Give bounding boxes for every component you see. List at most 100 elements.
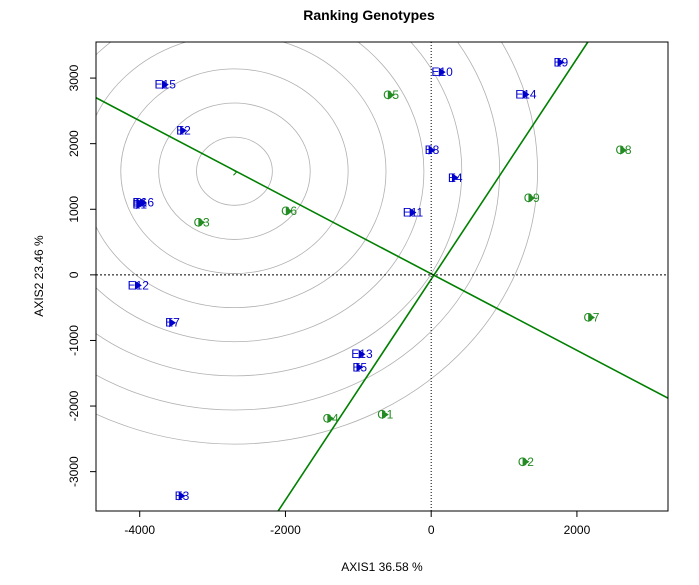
point-label: G9 [524, 191, 540, 205]
y-tick-label: 3000 [67, 64, 81, 91]
plot-frame [95, 41, 669, 512]
ideal-circle [96, 42, 463, 377]
genotype-point-g8: G8 [616, 143, 632, 157]
point-label: G1 [377, 408, 393, 422]
x-axis-label: AXIS1 36.58 % [341, 560, 423, 574]
y-axis: -3000 -2000 -1000 0 1000 2000 3000 [67, 64, 96, 487]
x-tick-label: 0 [428, 523, 435, 537]
environment-point-e15: E15 [155, 78, 177, 92]
point-label: G2 [518, 455, 534, 469]
point-label: E15 [155, 78, 177, 92]
environment-point-e11: E11 [403, 206, 424, 220]
y-tick-label: -3000 [67, 456, 81, 487]
reference-lines [96, 42, 668, 511]
ideal-circle [158, 102, 311, 240]
point-label: E11 [403, 206, 424, 220]
point-marker [198, 217, 206, 227]
environment-point-e8: E8 [425, 143, 440, 157]
data-points: E1E10E11E12E13E14E15E16E2E3E4E5E6E7E8E9G… [128, 55, 632, 503]
genotype-point-g2: G2 [518, 455, 534, 469]
point-marker [409, 207, 417, 218]
genotype-point-g6: G6 [281, 204, 297, 218]
point-label: E12 [128, 278, 150, 292]
genotype-point-g1: G1 [377, 408, 393, 422]
green-axis-line-1 [96, 97, 668, 399]
genotype-point-g5: G5 [383, 88, 399, 102]
point-marker [620, 145, 628, 155]
ideal-circle [96, 42, 387, 309]
point-marker [381, 410, 389, 420]
point-marker [356, 362, 364, 372]
ideal-circle [120, 68, 349, 274]
genotype-point-g3: G3 [194, 215, 210, 229]
point-marker [557, 57, 565, 67]
point-marker [451, 173, 459, 183]
point-marker [169, 318, 177, 328]
point-label: G3 [194, 215, 210, 229]
point-label: E4 [448, 171, 463, 185]
environment-point-e14: E14 [515, 87, 537, 101]
ideal-circle [196, 136, 273, 206]
point-marker [285, 206, 293, 216]
environment-point-e3: E3 [175, 489, 190, 503]
environment-point-e5: E5 [352, 360, 367, 374]
genotype-point-g4: G4 [323, 412, 339, 426]
point-marker [387, 90, 395, 100]
y-tick-label: -2000 [67, 390, 81, 421]
point-label: G6 [281, 204, 297, 218]
x-tick-label: 2000 [564, 523, 591, 537]
point-marker [161, 80, 169, 90]
x-tick-label: -2000 [270, 523, 301, 537]
concentric-circles [96, 42, 538, 445]
point-label: E9 [554, 55, 569, 69]
point-label: G8 [616, 143, 632, 157]
point-marker [522, 457, 530, 467]
point-label: E2 [176, 124, 191, 138]
point-label: E6 [132, 196, 147, 210]
point-label: E10 [431, 65, 453, 79]
point-label: G5 [383, 88, 399, 102]
ideal-circle [96, 42, 500, 411]
environment-point-e4: E4 [448, 171, 463, 185]
point-label: G7 [583, 310, 599, 324]
point-label: E13 [351, 347, 373, 361]
point-label: E3 [175, 489, 190, 503]
x-tick-label: -4000 [124, 523, 155, 537]
environment-point-e9: E9 [554, 55, 569, 69]
environment-point-e7: E7 [165, 316, 180, 330]
point-marker [327, 413, 335, 424]
point-marker [528, 193, 536, 203]
environment-point-e13: E13 [351, 347, 373, 361]
ideal-circle [96, 42, 538, 445]
environment-point-e10: E10 [431, 65, 453, 79]
point-marker [588, 312, 596, 323]
y-axis-label: AXIS2 23.46 % [32, 235, 46, 317]
environment-point-e12: E12 [128, 278, 150, 292]
x-axis: -4000 -2000 0 2000 [124, 511, 591, 537]
point-marker [136, 198, 144, 208]
point-marker [180, 125, 187, 136]
point-label: E7 [165, 316, 180, 330]
green-axis-line-2 [277, 42, 589, 511]
y-tick-label: 0 [67, 271, 81, 278]
axis-lines [96, 42, 668, 511]
environment-point-e6: E6 [132, 196, 147, 210]
point-label: E14 [515, 87, 537, 101]
point-label: E16 [133, 196, 155, 210]
genotype-point-g9: G9 [524, 191, 540, 205]
y-tick-label: -1000 [67, 325, 81, 356]
point-marker [438, 67, 446, 77]
point-label: G4 [323, 412, 339, 426]
point-marker [358, 349, 366, 359]
y-tick-label: 1000 [67, 196, 81, 223]
point-label: E8 [425, 143, 440, 157]
point-label: E5 [352, 360, 367, 374]
chart-title: Ranking Genotypes [303, 7, 435, 23]
point-marker [134, 280, 142, 290]
genotype-point-g7: G7 [583, 310, 599, 324]
ideal-circle [96, 42, 425, 343]
environment-point-e2: E2 [176, 124, 191, 138]
y-tick-label: 2000 [67, 130, 81, 157]
point-marker [428, 145, 436, 155]
